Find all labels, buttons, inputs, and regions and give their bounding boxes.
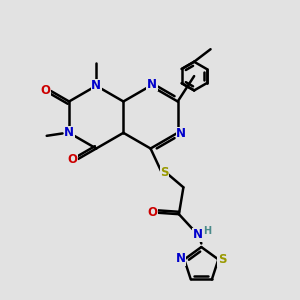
Text: N: N <box>91 79 101 92</box>
Text: N: N <box>176 252 186 265</box>
Text: N: N <box>64 126 74 139</box>
Text: O: O <box>68 153 78 166</box>
Text: H: H <box>203 226 211 236</box>
Text: O: O <box>148 206 158 219</box>
Text: N: N <box>147 78 157 91</box>
Text: N: N <box>192 228 203 241</box>
Text: N: N <box>176 127 186 140</box>
Text: S: S <box>218 253 226 266</box>
Text: O: O <box>40 84 51 97</box>
Text: S: S <box>160 166 169 179</box>
